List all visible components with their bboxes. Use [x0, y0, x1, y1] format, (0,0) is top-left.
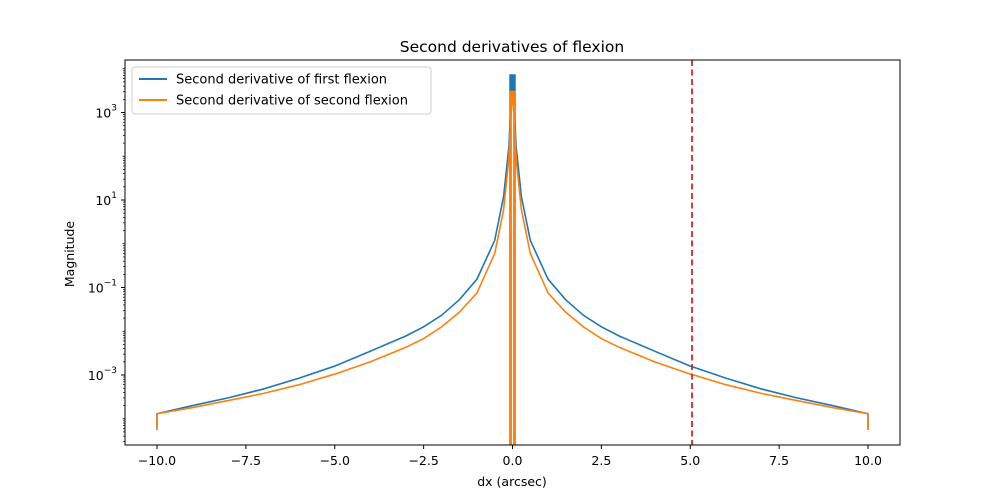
- y-tick-label: 10−1: [88, 279, 117, 296]
- x-axis: −10.0 −7.5 −5.0 −2.5 0.0 2.5 5.0 7.5 10.0: [138, 445, 882, 468]
- x-tick-label: 0.0: [503, 453, 523, 468]
- y-axis-title: Magnitude: [62, 221, 77, 288]
- x-tick-label: −10.0: [138, 453, 176, 468]
- x-tick-label: 5.0: [680, 453, 700, 468]
- y-tick-label: 10−3: [88, 366, 117, 383]
- y-tick-label: 101: [95, 191, 117, 208]
- series-line-1: [156, 75, 869, 430]
- series-spike-2: [509, 90, 516, 445]
- x-axis-title: dx (arcsec): [477, 474, 547, 489]
- plot-lines: [156, 60, 869, 445]
- legend-label-second-flexion: Second derivative of second flexion: [176, 94, 408, 109]
- x-tick-label: 7.5: [769, 453, 789, 468]
- axes-frame: [124, 59, 901, 446]
- x-tick-label: 10.0: [854, 453, 882, 468]
- chart-title: Second derivatives of flexion: [400, 38, 624, 56]
- x-tick-label: 2.5: [591, 453, 611, 468]
- legend-label-first-flexion: Second derivative of first flexion: [176, 73, 387, 88]
- y-tick-label: 103: [95, 104, 117, 121]
- y-axis: 10−3 10−1 101 103: [88, 68, 125, 442]
- legend-box: [131, 66, 432, 115]
- x-tick-label: −7.5: [231, 453, 261, 468]
- legend: Second derivative of first flexion Secon…: [131, 66, 432, 115]
- x-tick-label: −5.0: [320, 453, 350, 468]
- x-tick-label: −2.5: [408, 453, 438, 468]
- series-line-2: [156, 91, 869, 430]
